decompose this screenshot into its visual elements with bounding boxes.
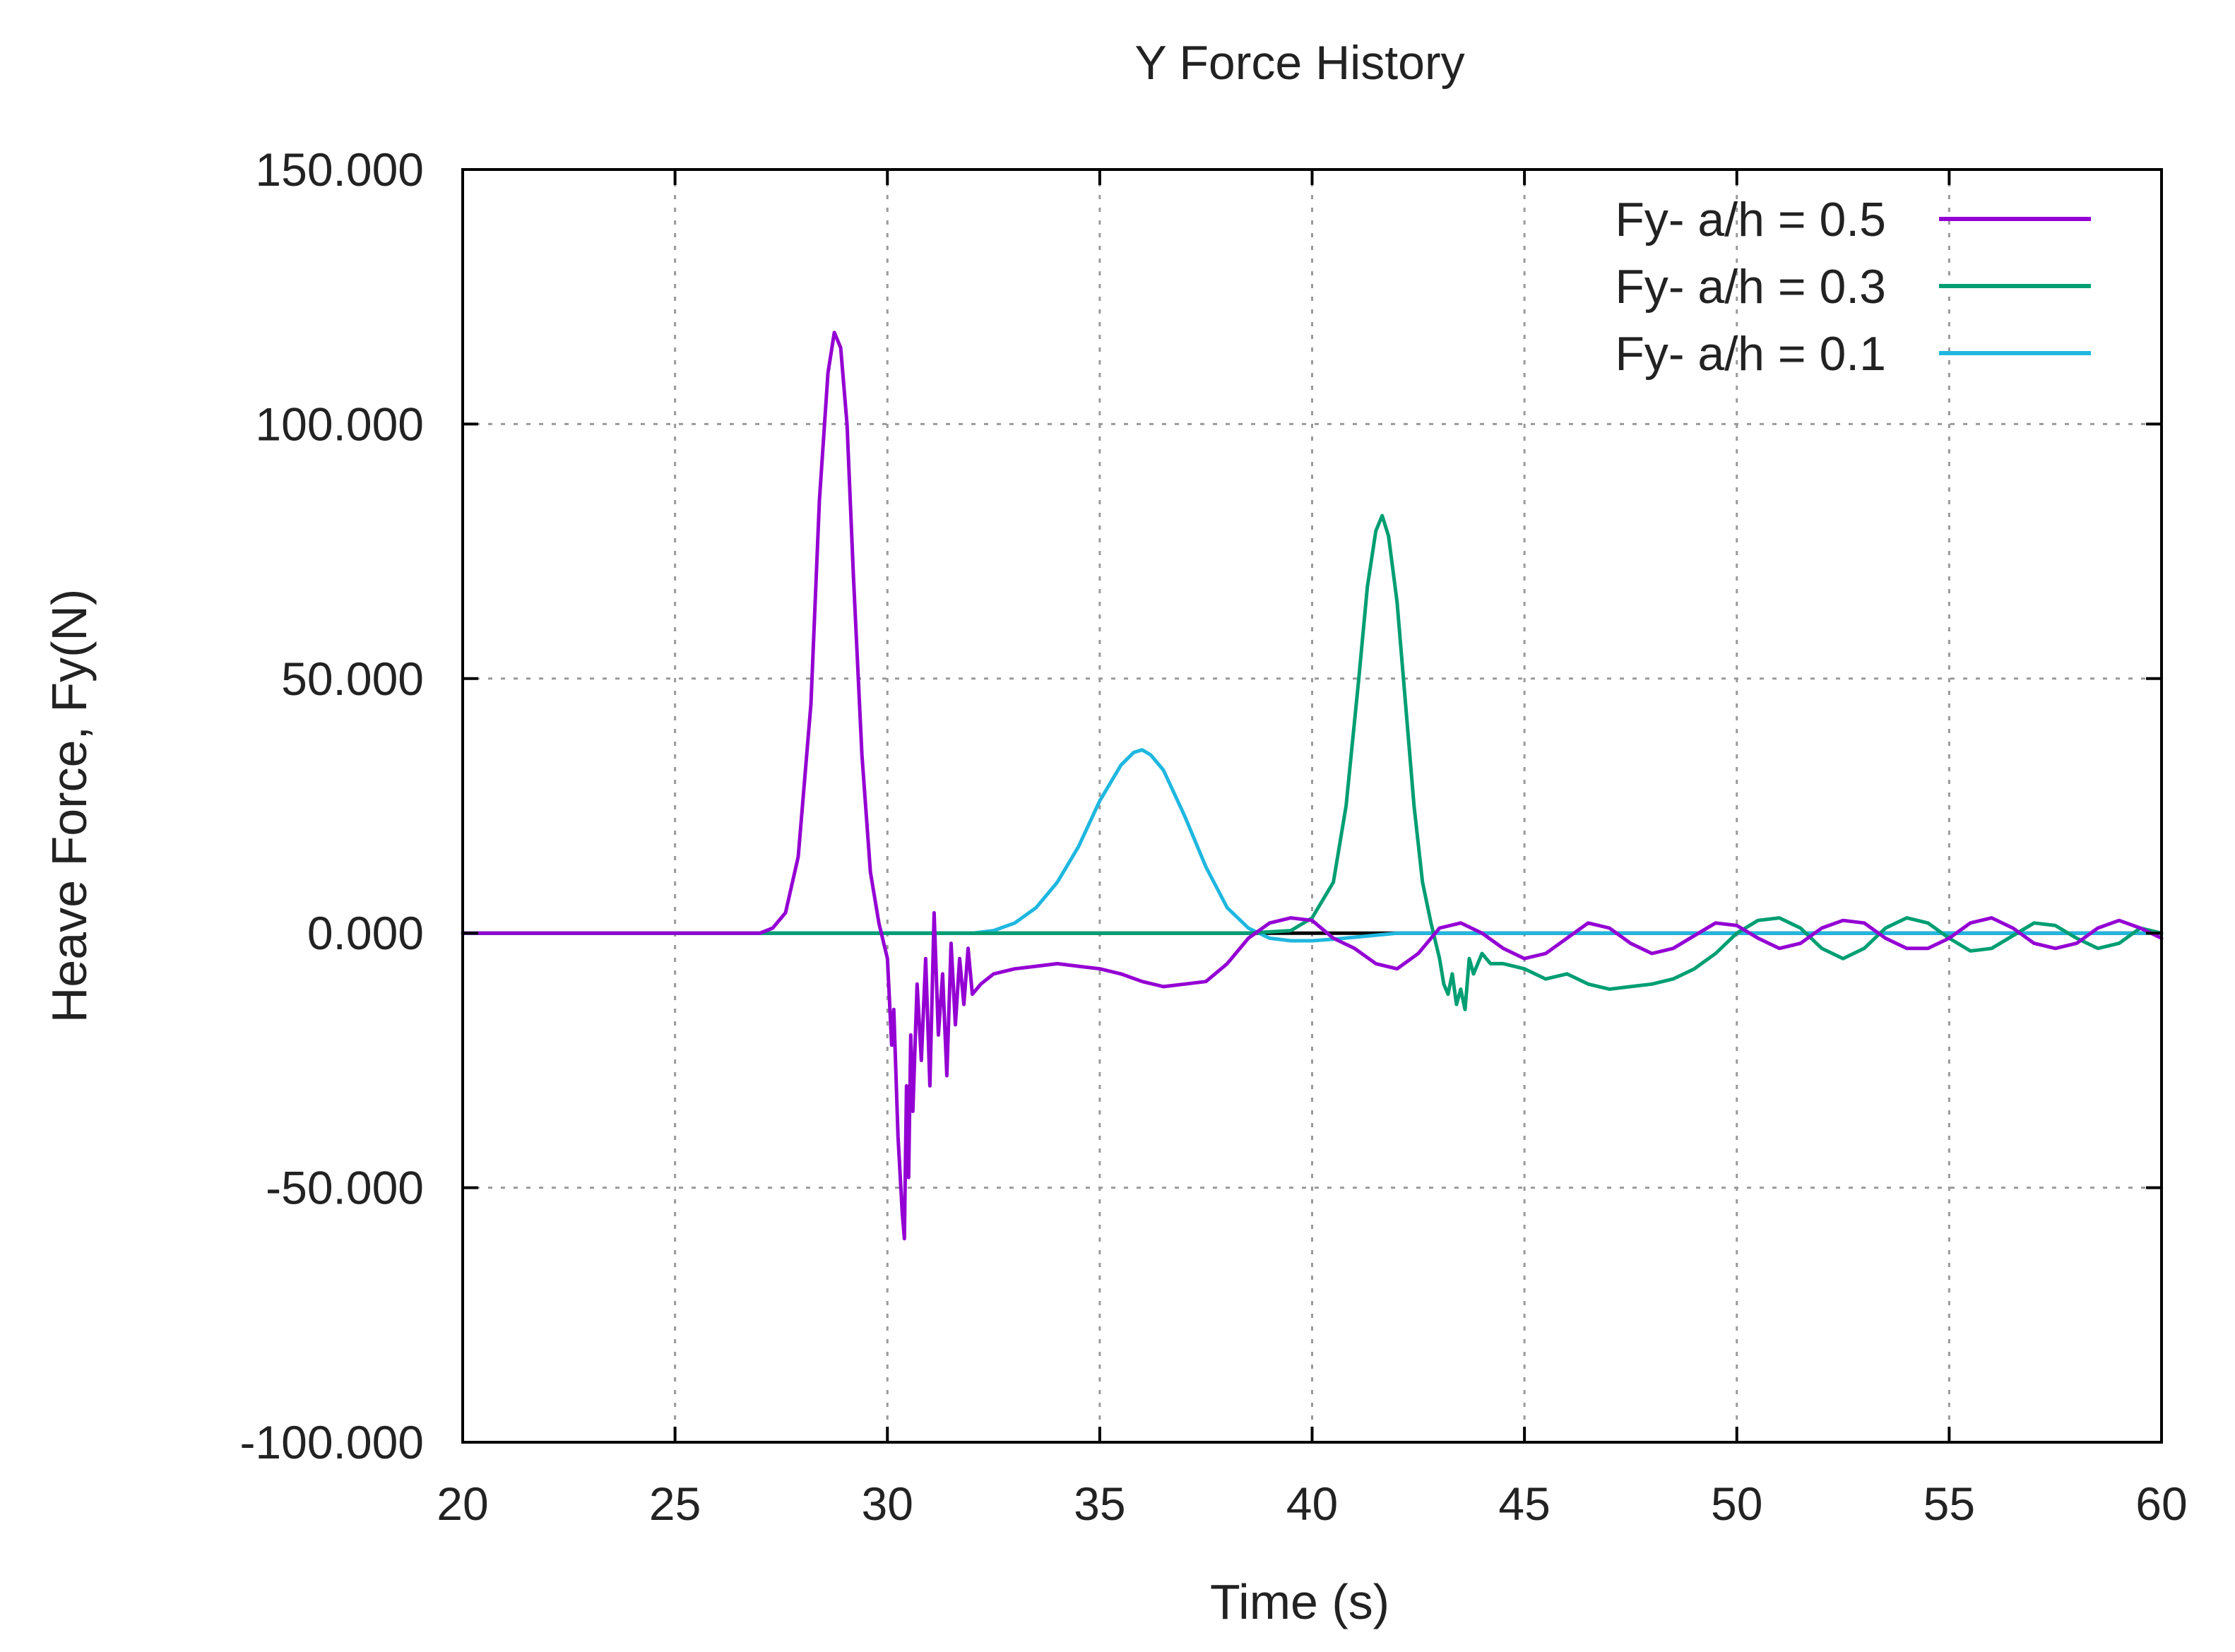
chart-title: Y Force History <box>1134 36 1464 90</box>
legend-label-1: Fy- a/h = 0.5 <box>1615 193 1886 246</box>
y-tick-label: -100.000 <box>239 1416 424 1468</box>
y-axis-label: Heave Force, Fy(N) <box>42 589 97 1023</box>
legend-label-2: Fy- a/h = 0.3 <box>1615 260 1886 314</box>
x-tick-label: 20 <box>437 1478 488 1530</box>
series-line-2 <box>461 513 2164 1011</box>
series-line-1 <box>461 331 2164 1241</box>
x-tick-label: 35 <box>1074 1478 1125 1530</box>
series-line-3 <box>461 748 2164 943</box>
x-tick-label: 40 <box>1286 1478 1338 1530</box>
y-tick-label: 50.000 <box>281 653 424 705</box>
legend-label-3: Fy- a/h = 0.1 <box>1615 327 1886 381</box>
x-tick-label: 45 <box>1498 1478 1550 1530</box>
legend: Fy- a/h = 0.5 Fy- a/h = 0.3 Fy- a/h = 0.1 <box>1615 193 2091 381</box>
x-tick-label: 25 <box>649 1478 701 1530</box>
x-axis-label: Time (s) <box>1210 1574 1389 1629</box>
series-layer <box>461 331 2164 1241</box>
x-tick-label: 50 <box>1711 1478 1762 1530</box>
grid-layer <box>463 170 2162 1442</box>
x-tick-label: 30 <box>862 1478 913 1530</box>
y-tick-label: 150.000 <box>255 143 424 196</box>
tick-layer: 20 25 30 35 40 45 50 55 60 -100.000 -50.000 0.000 50… <box>239 143 2187 1530</box>
x-tick-label: 55 <box>1923 1478 1975 1530</box>
y-tick-label: 100.000 <box>255 398 424 450</box>
y-tick-label: -50.000 <box>266 1162 424 1214</box>
y-tick-label: 0.000 <box>307 907 424 959</box>
x-tick-label: 60 <box>2135 1478 2187 1530</box>
